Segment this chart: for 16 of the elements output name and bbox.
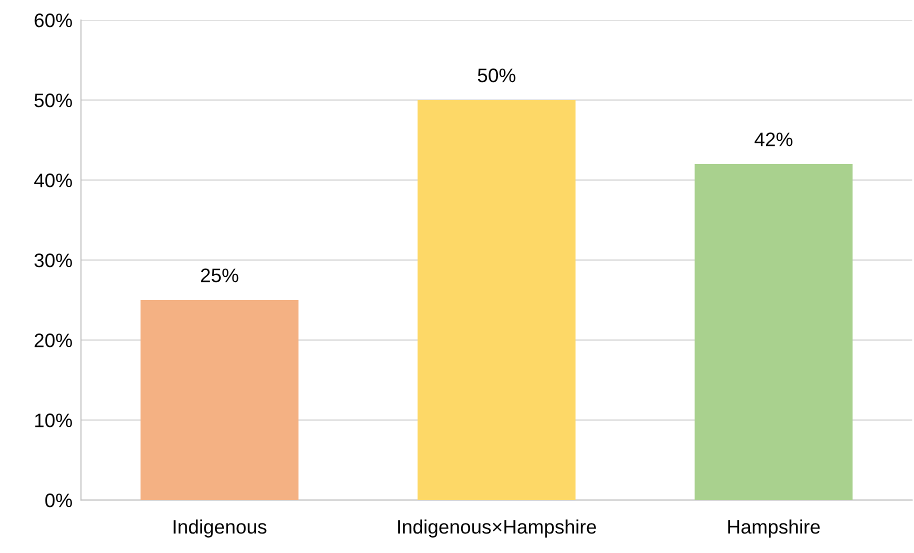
x-tick-label: Hampshire xyxy=(728,519,820,538)
data-label: 50% xyxy=(478,68,516,82)
y-tick-label: 30% xyxy=(34,253,72,268)
y-tick-label: 60% xyxy=(34,13,72,28)
data-label: 25% xyxy=(201,268,238,282)
bar xyxy=(418,100,576,500)
bar xyxy=(140,300,298,500)
y-tick-label: 0% xyxy=(45,493,72,508)
y-tick-label: 10% xyxy=(35,413,72,428)
x-tick-label: Indigenous xyxy=(174,519,266,538)
y-tick-label: 50% xyxy=(34,93,72,108)
y-tick-label: 40% xyxy=(34,173,72,188)
y-tick-label: 20% xyxy=(34,333,72,348)
data-label: 42% xyxy=(754,132,792,146)
bar xyxy=(694,164,853,500)
x-tick-label: Indigenous×Hampshire xyxy=(398,519,596,538)
